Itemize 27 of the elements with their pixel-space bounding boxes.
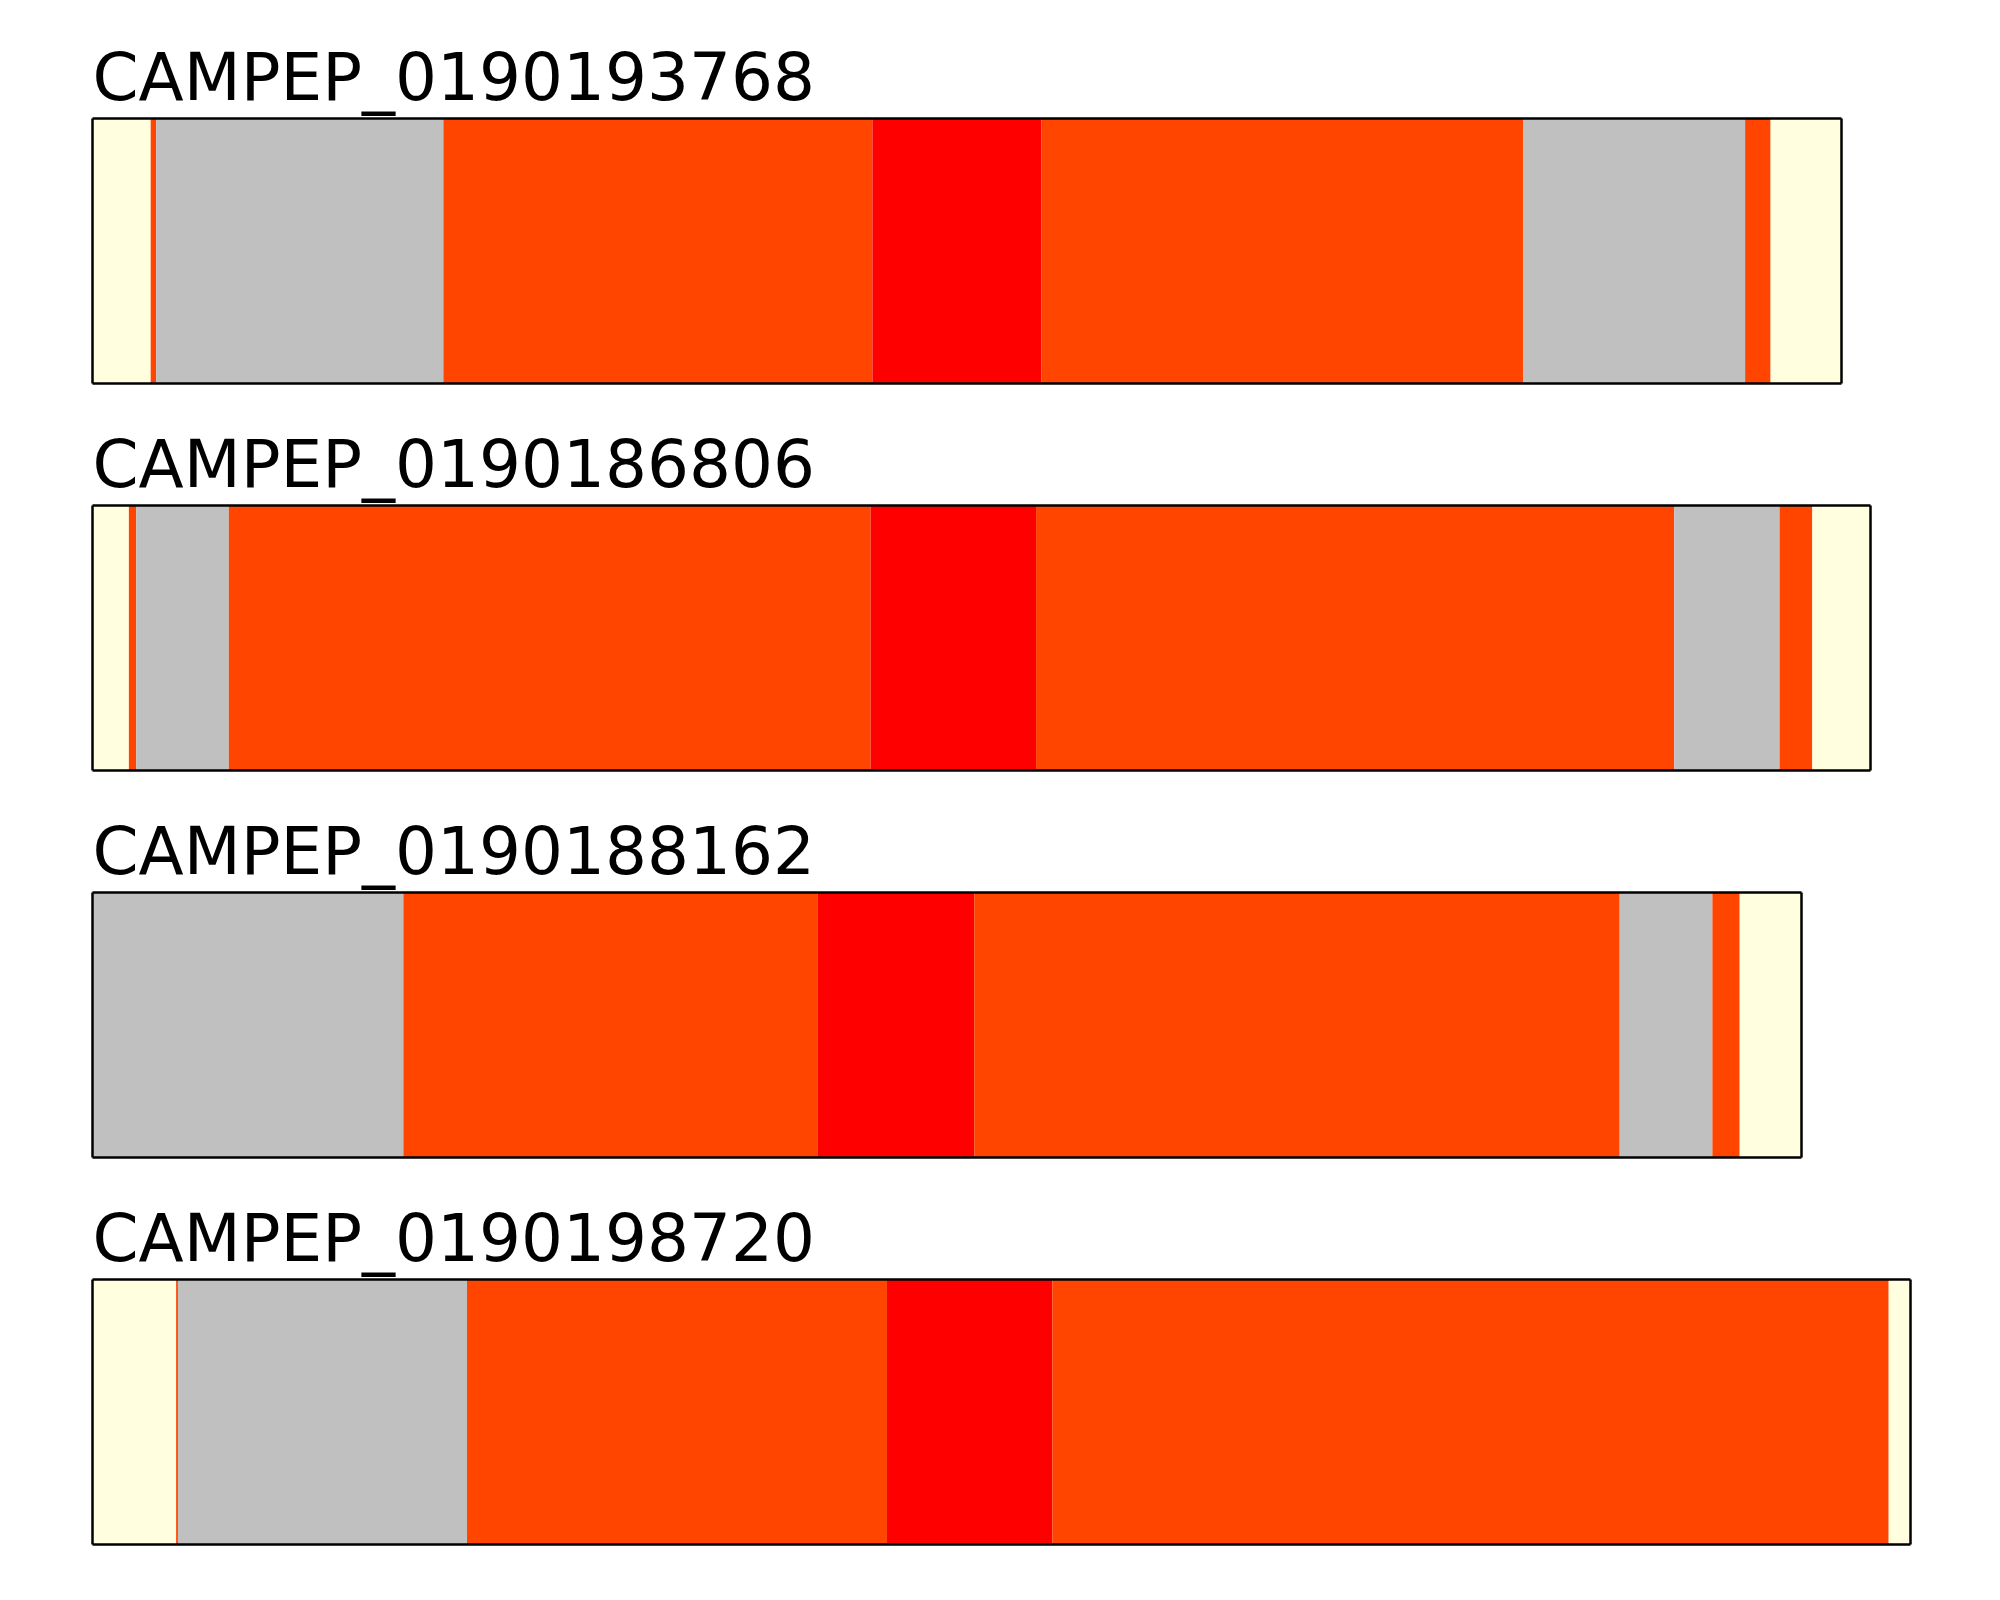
bar: [467, 1279, 887, 1545]
bar: [228, 505, 871, 771]
bar: [1779, 505, 1813, 771]
bar: [403, 892, 818, 1158]
bar: [1619, 892, 1713, 1158]
bar: [1523, 118, 1746, 384]
bar: [1712, 892, 1740, 1158]
bar: [1041, 118, 1524, 384]
bar: [150, 118, 157, 384]
bar: [128, 505, 137, 771]
bar: [156, 118, 444, 384]
bar: [1674, 505, 1780, 771]
bar: [1036, 505, 1675, 771]
y-tick-label: CAMPEP_0190186806: [92, 425, 815, 503]
y-tick-label: CAMPEP_0190188162: [92, 812, 815, 890]
bar: [974, 892, 1620, 1158]
bar: [1052, 1279, 1889, 1545]
bar: [870, 505, 1037, 771]
bar: [136, 505, 229, 771]
bar: [1745, 118, 1771, 384]
y-tick-label: CAMPEP_0190198720: [92, 1199, 815, 1277]
y-tick-label: CAMPEP_0190193768: [92, 38, 815, 116]
bar: [817, 892, 975, 1158]
bar: [886, 1279, 1053, 1545]
bar: [443, 118, 873, 384]
bar: [177, 1279, 468, 1545]
bar: [872, 118, 1042, 384]
